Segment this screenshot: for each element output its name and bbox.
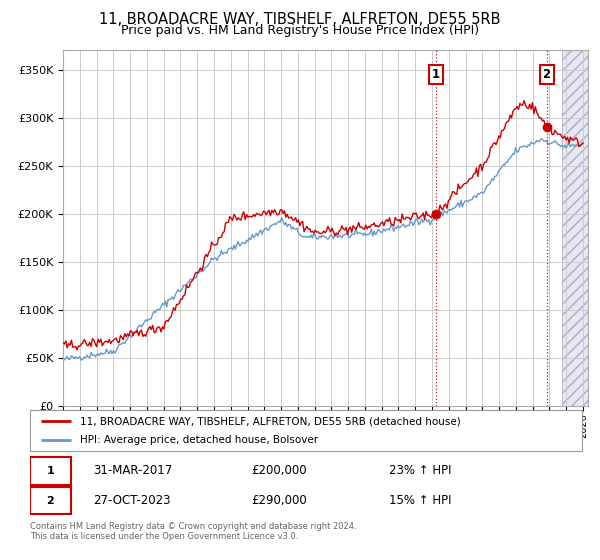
Text: 2: 2 [47,496,54,506]
Text: £200,000: £200,000 [251,464,307,478]
Bar [562,50,600,406]
Text: 2: 2 [542,68,551,81]
FancyBboxPatch shape [30,487,71,514]
Text: This data is licensed under the Open Government Licence v3.0.: This data is licensed under the Open Gov… [30,532,298,541]
Text: £290,000: £290,000 [251,494,307,507]
Bar [562,50,600,406]
Text: Price paid vs. HM Land Registry's House Price Index (HPI): Price paid vs. HM Land Registry's House … [121,24,479,36]
Text: 11, BROADACRE WAY, TIBSHELF, ALFRETON, DE55 5RB: 11, BROADACRE WAY, TIBSHELF, ALFRETON, D… [99,12,501,27]
Text: 27-OCT-2023: 27-OCT-2023 [94,494,171,507]
Text: 31-MAR-2017: 31-MAR-2017 [94,464,173,478]
Text: Contains HM Land Registry data © Crown copyright and database right 2024.: Contains HM Land Registry data © Crown c… [30,522,356,531]
Text: 11, BROADACRE WAY, TIBSHELF, ALFRETON, DE55 5RB (detached house): 11, BROADACRE WAY, TIBSHELF, ALFRETON, D… [80,417,460,426]
Text: 1: 1 [432,68,440,81]
Text: 15% ↑ HPI: 15% ↑ HPI [389,494,451,507]
Text: 23% ↑ HPI: 23% ↑ HPI [389,464,451,478]
Text: HPI: Average price, detached house, Bolsover: HPI: Average price, detached house, Bols… [80,435,318,445]
Text: 1: 1 [47,466,54,476]
FancyBboxPatch shape [30,458,71,484]
